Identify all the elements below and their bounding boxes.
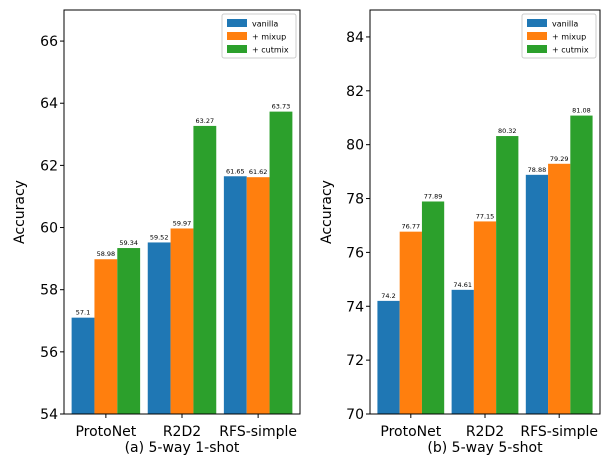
data-label: 57.1: [76, 309, 90, 317]
legend-swatch: [527, 45, 547, 53]
bar-protonet-1: [94, 259, 118, 414]
data-label: 59.52: [150, 233, 169, 241]
data-label: 78.88: [528, 166, 547, 174]
bar-protonet-1: [399, 231, 422, 414]
legend: vanilla + mixup + cutmix: [521, 13, 597, 59]
data-label: 80.32: [498, 127, 517, 135]
legend-label: + cutmix: [552, 46, 589, 55]
x-tick-label: ProtoNet: [75, 424, 136, 440]
x-tick-label: R2D2: [466, 424, 504, 440]
bar-rfs-simple-2: [570, 115, 593, 414]
y-tick-label: 76: [346, 245, 364, 261]
bar-rfs-simple-0: [223, 176, 247, 414]
y-tick-label: 82: [346, 84, 364, 100]
legend: vanilla + mixup + cutmix: [221, 13, 297, 59]
y-axis-label: Accuracy: [319, 180, 335, 244]
bar-r2d2-1: [170, 228, 194, 414]
bar-rfs-simple-2: [269, 111, 293, 415]
bar-protonet-2: [421, 201, 445, 414]
data-label: 81.08: [572, 107, 591, 115]
bar-r2d2-0: [451, 289, 474, 414]
data-label: 61.65: [226, 167, 245, 175]
bar-rfs-simple-1: [548, 163, 571, 414]
data-label: 74.2: [381, 292, 395, 300]
x-tick-label: R2D2: [163, 424, 201, 440]
y-tick-label: 54: [40, 407, 58, 423]
legend-label: vanilla: [252, 20, 278, 29]
data-label: 59.34: [119, 239, 138, 247]
data-label: 79.29: [550, 155, 569, 163]
data-label: 77.89: [424, 192, 443, 200]
legend-label: vanilla: [552, 20, 578, 29]
y-tick-label: 74: [346, 299, 364, 315]
bar-rfs-simple-1: [246, 177, 270, 414]
y-tick-label: 80: [346, 138, 364, 154]
legend-swatch: [527, 32, 547, 40]
legend-swatch: [227, 32, 247, 40]
y-tick-label: 78: [346, 192, 364, 208]
bar-r2d2-2: [496, 136, 519, 414]
y-tick-label: 72: [346, 353, 364, 369]
x-tick-label: ProtoNet: [380, 424, 441, 440]
panel-caption: (a) 5-way 1-shot: [125, 440, 240, 456]
chart-panel-a: 57.1 59.52 61.65 58.98 59.97 61.62 59.34 63.27 6…: [12, 9, 301, 456]
bar-r2d2-2: [193, 125, 217, 414]
data-label: 76.77: [402, 223, 421, 231]
y-tick-label: 60: [40, 221, 58, 237]
y-tick-label: 58: [40, 283, 58, 299]
y-tick-label: 62: [40, 158, 58, 174]
bar-rfs-simple-0: [525, 174, 549, 414]
y-axis-label: Accuracy: [12, 180, 28, 244]
y-tick-label: 70: [346, 407, 364, 423]
bar-protonet-0: [377, 300, 400, 414]
data-label: 63.73: [272, 103, 291, 111]
y-tick-label: 84: [346, 30, 364, 46]
y-tick-label: 66: [40, 34, 58, 50]
data-label: 74.61: [453, 281, 472, 289]
data-label: 59.97: [173, 219, 192, 227]
x-tick-label: RFS-simple: [520, 424, 598, 440]
x-tick-label: RFS-simple: [219, 424, 297, 440]
legend-label: + mixup: [552, 33, 586, 42]
legend-label: + mixup: [252, 33, 286, 42]
legend-swatch: [227, 19, 247, 27]
panel-caption: (b) 5-way 5-shot: [427, 440, 543, 456]
chart-panel-b: 74.2 74.61 78.88 76.77 77.15 79.29 77.89 80.32 8…: [319, 9, 601, 456]
bar-protonet-2: [117, 248, 141, 414]
y-tick-label: 56: [40, 345, 58, 361]
bar-r2d2-0: [147, 242, 171, 414]
data-label: 63.27: [196, 117, 215, 125]
data-label: 77.15: [476, 212, 495, 220]
legend-label: + cutmix: [252, 46, 289, 55]
legend-swatch: [527, 19, 547, 27]
y-tick-label: 64: [40, 96, 58, 112]
legend-swatch: [227, 45, 247, 53]
bar-protonet-0: [71, 317, 95, 414]
data-label: 58.98: [97, 250, 116, 258]
bar-r2d2-1: [473, 221, 497, 414]
data-label: 61.62: [249, 168, 268, 176]
